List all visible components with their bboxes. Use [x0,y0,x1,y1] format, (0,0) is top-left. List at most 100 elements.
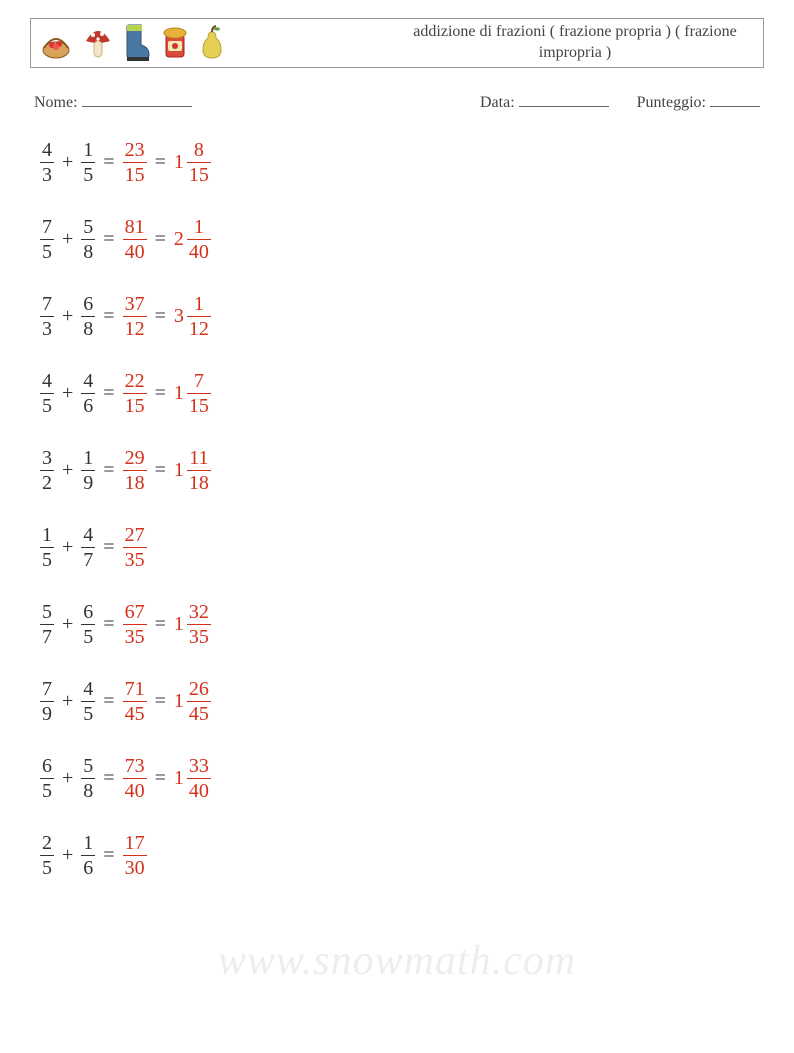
numerator: 2 [40,833,54,855]
fraction: 3235 [187,602,211,647]
denominator: 18 [187,470,211,493]
numerator: 67 [123,602,147,624]
numerator: 27 [123,525,147,547]
score-field: Punteggio: [637,90,760,112]
whole-part: 1 [174,151,184,174]
problem-row: 25+16=1730 [40,833,764,878]
denominator: 5 [40,239,54,262]
problem-row: 65+58=7340=13340 [40,756,764,801]
problem-row: 73+68=3712=3112 [40,294,764,339]
numerator: 23 [123,140,147,162]
numerator: 33 [187,756,211,778]
boot-icon [123,23,151,63]
fraction: 65 [40,756,54,801]
denominator: 12 [187,316,211,339]
score-blank[interactable] [710,90,760,107]
numerator: 7 [192,371,206,393]
fraction: 25 [40,833,54,878]
name-blank[interactable] [82,90,192,107]
fraction: 2315 [123,140,147,185]
denominator: 8 [81,778,95,801]
fraction: 75 [40,217,54,262]
denominator: 30 [123,855,147,878]
denominator: 6 [81,855,95,878]
operator: = [155,151,166,174]
operator: = [103,613,114,636]
problem-list: 43+15=2315=181575+58=8140=214073+68=3712… [30,140,764,878]
numerator: 1 [81,833,95,855]
numerator: 71 [123,679,147,701]
fraction: 46 [81,371,95,416]
operator: = [103,767,114,790]
operator: = [103,459,114,482]
fraction: 112 [187,294,211,339]
numerator: 5 [81,756,95,778]
fraction: 2735 [123,525,147,570]
fraction: 79 [40,679,54,724]
numerator: 5 [81,217,95,239]
numerator: 26 [187,679,211,701]
fraction: 32 [40,448,54,493]
numerator: 32 [187,602,211,624]
operator: + [62,305,73,328]
operator: = [103,305,114,328]
numerator: 22 [123,371,147,393]
numerator: 6 [40,756,54,778]
numerator: 1 [81,140,95,162]
operator: = [155,459,166,482]
fraction: 19 [81,448,95,493]
whole-part: 1 [174,767,184,790]
denominator: 15 [187,393,211,416]
numerator: 73 [123,756,147,778]
pear-icon [199,24,225,62]
denominator: 35 [123,547,147,570]
operator: = [155,690,166,713]
numerator: 81 [123,217,147,239]
denominator: 5 [81,701,95,724]
numerator: 17 [123,833,147,855]
numerator: 1 [81,448,95,470]
numerator: 4 [81,525,95,547]
name-field: Nome: [34,90,192,112]
operator: = [103,151,114,174]
denominator: 7 [81,547,95,570]
denominator: 8 [81,316,95,339]
numerator: 7 [40,294,54,316]
fraction: 3712 [123,294,147,339]
numerator: 4 [81,371,95,393]
date-blank[interactable] [519,90,609,107]
numerator: 4 [40,140,54,162]
fraction: 3340 [187,756,211,801]
numerator: 6 [81,294,95,316]
operator: = [155,613,166,636]
fraction: 45 [81,679,95,724]
denominator: 40 [123,239,147,262]
denominator: 15 [123,393,147,416]
operator: = [155,305,166,328]
operator: + [62,382,73,405]
numerator: 7 [40,679,54,701]
denominator: 8 [81,239,95,262]
operator: + [62,613,73,636]
denominator: 45 [187,701,211,724]
fraction: 58 [81,756,95,801]
whole-part: 1 [174,613,184,636]
denominator: 40 [187,778,211,801]
fraction: 58 [81,217,95,262]
numerator: 11 [187,448,210,470]
denominator: 40 [187,239,211,262]
fraction: 2645 [187,679,211,724]
header-box: addizione di frazioni ( frazione propria… [30,18,764,68]
whole-part: 1 [174,459,184,482]
denominator: 15 [187,162,211,185]
denominator: 5 [81,624,95,647]
date-label: Data: [480,94,515,111]
date-field: Data: [480,90,609,112]
fraction: 2215 [123,371,147,416]
problem-row: 79+45=7145=12645 [40,679,764,724]
denominator: 2 [40,470,54,493]
mixed-number: 11118 [174,448,211,493]
mixed-number: 1715 [174,371,211,416]
numerator: 29 [123,448,147,470]
worksheet-title: addizione di frazioni ( frazione propria… [395,22,755,64]
